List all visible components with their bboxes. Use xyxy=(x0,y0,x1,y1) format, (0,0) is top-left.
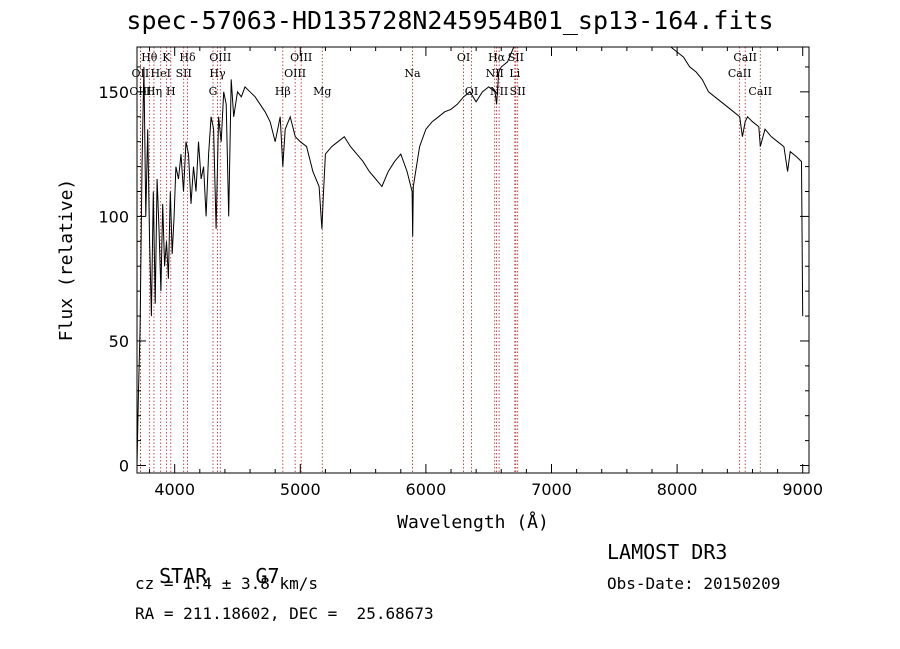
spectral-line-label: CaII xyxy=(733,51,757,64)
spectral-line-label: Li xyxy=(509,67,520,80)
survey-name: LAMOST DR3 xyxy=(607,540,728,564)
series-layer xyxy=(136,46,804,466)
spectral-line-label: HeI xyxy=(151,67,171,80)
spectral-line-label: Na xyxy=(404,67,421,80)
ticks-layer: 4000 5000 6000 7000 8000 9000 0 50 100 150 xyxy=(98,47,823,499)
spectral-line-label: Hδ xyxy=(179,51,196,64)
x-tick-label: 6000 xyxy=(406,480,447,499)
spectral-line-label: NII xyxy=(486,67,504,80)
redshift-cz: cz = 1.4 ± 3.8 km/s xyxy=(135,574,319,593)
spectral-line-label: OIII xyxy=(129,85,151,98)
chart-title: spec-57063-HD135728N245954B01_sp13-164.f… xyxy=(126,6,774,35)
subclass: G7 xyxy=(255,564,280,588)
object-type: STAR xyxy=(159,564,208,588)
spectral-line-label: OII xyxy=(132,67,150,80)
y-tick-label: 100 xyxy=(98,207,129,226)
y-tick-label: 50 xyxy=(109,332,129,351)
spectral-line-label: Hβ xyxy=(275,85,291,98)
plot-frame xyxy=(136,46,810,474)
spectral-line-label: H xyxy=(166,85,176,98)
spectral-line-label: Hα xyxy=(488,51,506,64)
spectral-line-label: OIII xyxy=(209,51,231,64)
spectral-lines-layer xyxy=(139,47,761,473)
spectral-line-label: OI xyxy=(465,85,478,98)
spectral-line-label: OIII xyxy=(290,51,312,64)
spectral-line-label: K xyxy=(162,51,171,64)
x-tick-label: 7000 xyxy=(531,480,572,499)
coordinates: RA = 211.18602, DEC = 25.68673 xyxy=(135,604,434,623)
spectrum-series-line xyxy=(136,46,804,466)
spectral-line-label: Hγ xyxy=(209,67,226,80)
spectral-line-label: CaII xyxy=(748,85,772,98)
obs-date: Obs-Date: 20150209 xyxy=(607,574,781,593)
spectral-line-label: CaII xyxy=(728,67,752,80)
spectral-line-label: SII xyxy=(510,85,526,98)
spectral-line-label: SII xyxy=(176,67,192,80)
x-tick-label: 5000 xyxy=(280,480,321,499)
spectral-line-label: G xyxy=(209,85,218,98)
x-tick-label: 4000 xyxy=(154,480,195,499)
spectral-line-label: Hθ xyxy=(141,51,158,64)
spectral-line-label: OI xyxy=(457,51,470,64)
spectral-line-label: Hη xyxy=(146,85,162,98)
x-tick-label: 9000 xyxy=(782,480,823,499)
y-axis-label: Flux (relative) xyxy=(56,179,77,342)
x-tick-label: 8000 xyxy=(657,480,698,499)
x-axis-label: Wavelength (Å) xyxy=(397,511,549,533)
spectral-line-label: NII xyxy=(490,85,508,98)
y-tick-label: 0 xyxy=(119,457,129,476)
spectral-line-label: OIII xyxy=(284,67,306,80)
y-tick-label: 150 xyxy=(98,83,129,102)
spectral-line-label: Mg xyxy=(313,85,331,98)
spectral-line-label: SII xyxy=(508,51,524,64)
